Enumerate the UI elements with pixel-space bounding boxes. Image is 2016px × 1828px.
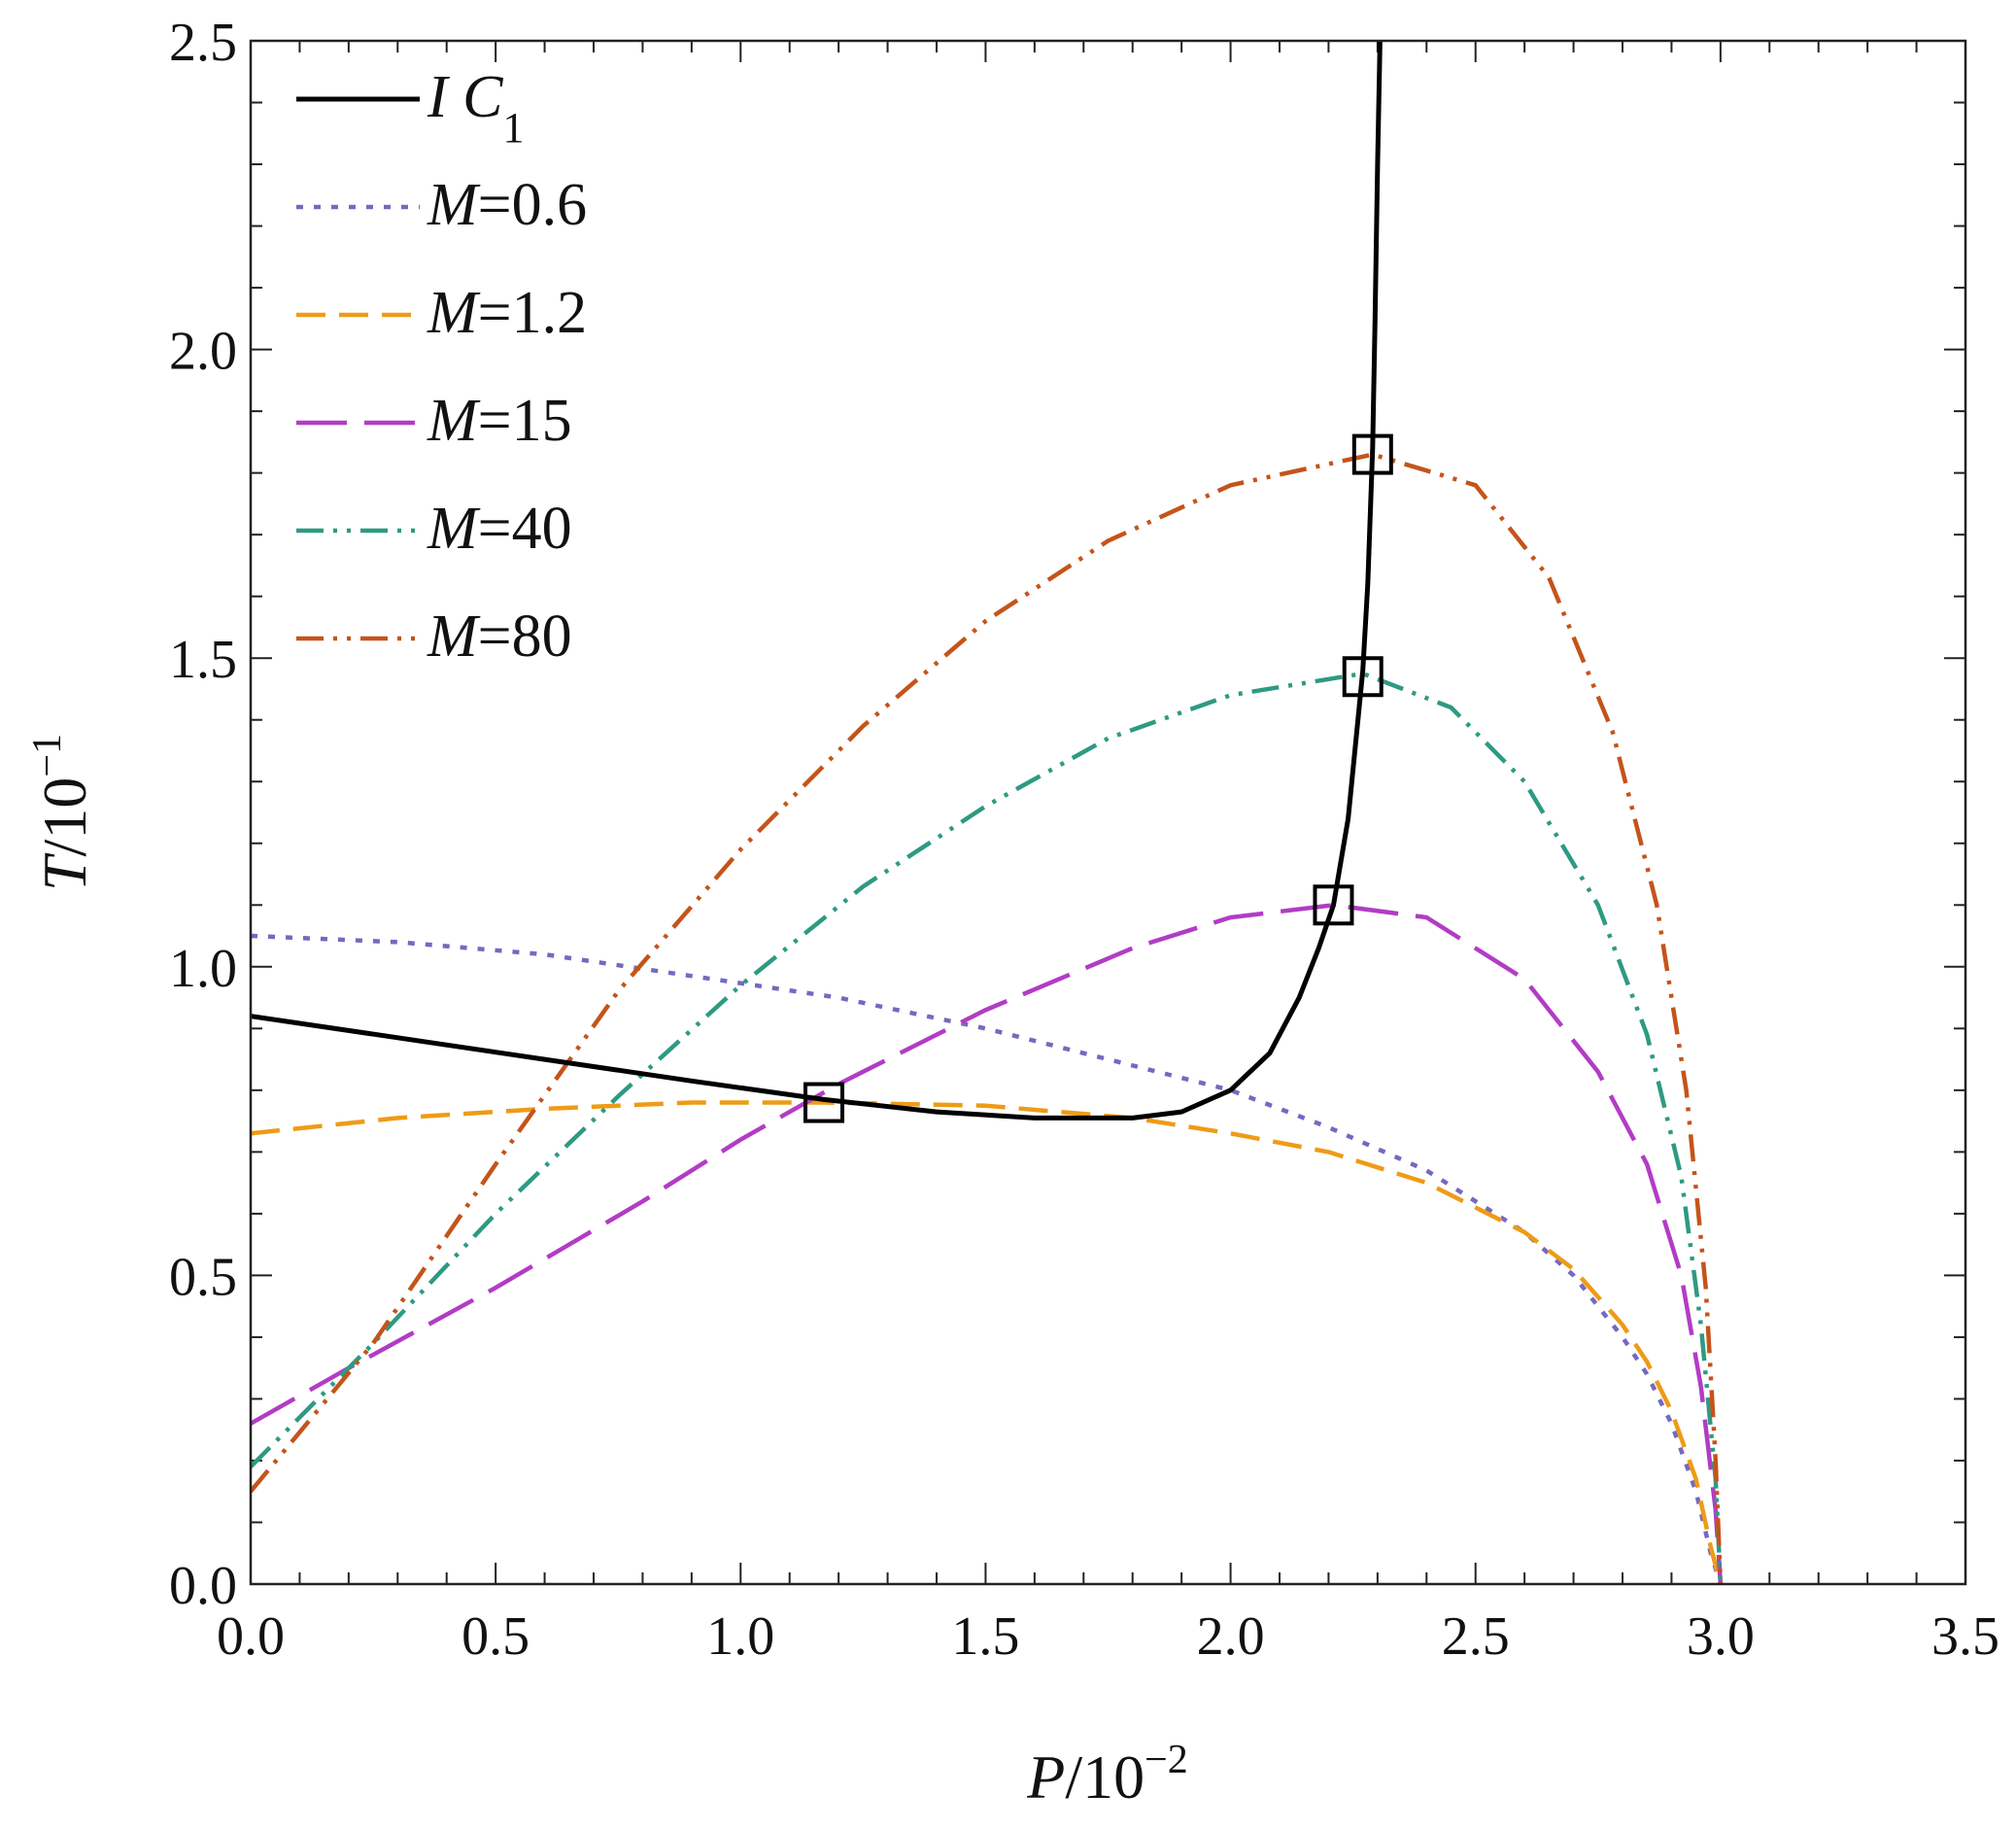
y-tick-label: 0.5: [169, 1247, 237, 1307]
series-layer: [251, 41, 1724, 1584]
legend-label: M=40: [427, 496, 572, 562]
plot-frame: [249, 39, 1967, 1586]
y-tick-label: 2.5: [169, 13, 237, 73]
x-tick-label: 3.0: [1687, 1606, 1755, 1667]
x-tick-label: 0.5: [461, 1606, 530, 1667]
legend-label: M=1.2: [427, 280, 587, 346]
series-line: [251, 1100, 1724, 1584]
y-tick-label: 2.0: [169, 322, 237, 382]
series-line: [251, 933, 1724, 1584]
y-tick-labels: 0.0 0.5 1.0 1.5 2.0 2.5: [169, 13, 237, 1616]
x-axis-label: P/10−2: [1026, 1738, 1188, 1811]
legend-label: M=80: [427, 604, 572, 670]
y-tick-label: 1.5: [169, 630, 237, 690]
series-line: [251, 903, 1724, 1584]
y-tick-label: 1.0: [169, 939, 237, 999]
square-marker: [1342, 656, 1384, 698]
x-tick-label: 2.5: [1442, 1606, 1510, 1667]
x-tick-label: 3.5: [1931, 1606, 1999, 1667]
square-marker: [803, 1082, 845, 1123]
x-tick-labels: 0.0 0.5 1.0 1.5 2.0 2.5 3.0 3.5: [217, 1606, 1999, 1667]
x-tick-label: 2.0: [1197, 1606, 1265, 1667]
x-tick-label: 0.0: [217, 1606, 285, 1667]
x-tick-label: 1.0: [706, 1606, 774, 1667]
y-axis-label: T/10−1: [25, 734, 99, 891]
legend-label: M=15: [427, 388, 572, 454]
series-line: [251, 41, 1383, 1121]
legend: I C1 M=0.6 M=1.2 M=15 M=40 M=80: [296, 64, 587, 670]
x-tick-label: 1.5: [951, 1606, 1019, 1667]
marker-layer: [803, 433, 1393, 1123]
legend-label: M=0.6: [427, 172, 587, 238]
y-tick-label: 0.0: [169, 1556, 237, 1616]
series-line: [251, 452, 1724, 1584]
square-marker: [1351, 433, 1393, 475]
square-marker: [1313, 884, 1354, 926]
legend-label: I C1: [427, 64, 525, 152]
